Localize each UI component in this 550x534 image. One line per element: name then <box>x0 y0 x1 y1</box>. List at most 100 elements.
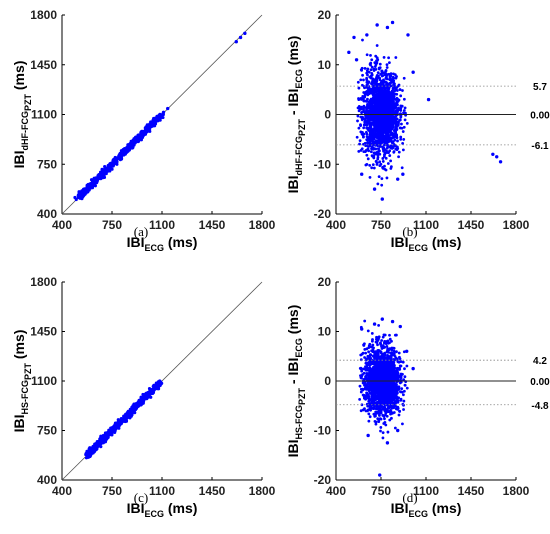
axis-label-part: dHF-FCG <box>294 136 304 176</box>
cluster-point <box>372 96 375 100</box>
cluster-point <box>372 93 376 97</box>
cluster-point <box>370 345 374 349</box>
cluster-point <box>361 373 364 376</box>
data-point <box>91 447 96 451</box>
cluster-point <box>368 415 372 419</box>
cluster-point <box>399 109 403 112</box>
cluster-point <box>392 76 395 80</box>
cluster-point <box>380 103 383 107</box>
cluster-point <box>128 416 132 420</box>
cluster-point <box>363 86 367 89</box>
cluster-point <box>402 389 406 393</box>
chart-panel-2: 400 750 1100 1450 1800-20-10010205.70.00-6.1… <box>285 8 550 253</box>
cluster-point <box>362 342 366 346</box>
cluster-point <box>401 360 405 364</box>
cluster-point <box>365 91 369 94</box>
x-tick-label: 1800 <box>503 218 530 232</box>
cluster-point <box>402 393 405 397</box>
cluster-point <box>368 75 372 79</box>
cluster-point <box>368 175 372 179</box>
cluster-point <box>402 138 406 141</box>
cluster-point <box>122 414 126 418</box>
cluster-point <box>395 103 399 107</box>
cluster-point <box>374 68 378 71</box>
cluster-point <box>364 368 368 372</box>
x-tick-label: 1100 <box>413 484 439 498</box>
y-axis-label: IBIHS-FCGPZT (ms) <box>11 330 33 433</box>
cluster-point <box>362 78 365 82</box>
cluster-point <box>362 135 365 139</box>
cluster-point <box>397 150 401 154</box>
cluster-point <box>365 162 369 166</box>
cluster-point <box>380 124 384 128</box>
cluster-point <box>369 53 372 57</box>
y-tick-label: 1800 <box>30 8 57 22</box>
reference-line-label: 5.7 <box>533 82 547 93</box>
cluster-point <box>400 126 404 130</box>
cluster-point <box>385 176 389 180</box>
cluster-point <box>381 74 385 78</box>
cluster-point <box>360 105 363 109</box>
cluster-point <box>389 138 393 142</box>
axis-label-part: HS-FCG <box>20 380 30 415</box>
cluster-point <box>405 121 409 125</box>
cluster-point <box>373 86 377 90</box>
x-axis-label: IBIECG (ms) <box>127 234 198 253</box>
cluster-point <box>403 367 406 371</box>
cluster-point <box>367 149 371 153</box>
x-tick-label: 1100 <box>149 218 175 232</box>
axis-label-part: IBI <box>285 175 301 193</box>
cluster-point <box>381 394 385 398</box>
y-tick-label: 400 <box>37 473 57 487</box>
cluster-point <box>395 145 399 149</box>
cluster-point <box>381 157 385 160</box>
cluster-point <box>372 166 376 170</box>
data-point <box>128 144 133 148</box>
cluster-point <box>387 72 391 76</box>
cluster-point <box>394 114 398 118</box>
cluster-point <box>397 375 401 379</box>
cluster-point <box>359 149 363 152</box>
cluster-point <box>392 79 396 83</box>
cluster-point <box>380 127 383 131</box>
y-tick-label: 0 <box>324 374 331 388</box>
cluster-point <box>366 329 370 333</box>
y-tick-label: 1450 <box>30 58 57 72</box>
cluster-point <box>403 106 407 110</box>
data-point <box>120 419 124 423</box>
cluster-point <box>357 126 361 130</box>
data-point <box>117 155 121 159</box>
cluster-point <box>391 371 395 375</box>
y-axis-label: IBIdHF-FCGPZT - IBIECG (ms) <box>285 36 307 194</box>
data-point <box>238 35 243 40</box>
cluster-point <box>370 65 374 69</box>
cluster-point <box>377 133 381 137</box>
cluster-point <box>365 138 369 142</box>
cluster-point <box>381 436 385 440</box>
cluster-point <box>394 401 398 405</box>
x-tick-label: 1100 <box>149 484 175 498</box>
x-tick-label: 750 <box>102 218 122 232</box>
cluster-point <box>395 86 399 89</box>
cluster-point <box>387 151 390 155</box>
cluster-point <box>372 140 375 144</box>
cluster-point <box>403 118 407 122</box>
cluster-point <box>375 61 379 65</box>
cluster-point <box>382 155 386 158</box>
cluster-point <box>388 406 391 409</box>
cluster-point <box>370 154 374 158</box>
y-tick-label: 10 <box>318 325 332 339</box>
axis-label-part: IBI <box>391 234 409 250</box>
axis-label-part: (ms) <box>11 61 27 94</box>
cluster-point <box>376 155 380 159</box>
cluster-point <box>365 153 369 157</box>
cluster-point <box>367 89 371 93</box>
cluster-point <box>371 398 374 402</box>
cluster-point <box>381 413 385 417</box>
cluster-point <box>402 125 406 129</box>
cluster-point <box>364 358 368 362</box>
cluster-point <box>374 83 378 86</box>
cluster-point <box>379 408 382 411</box>
cluster-point <box>399 137 403 141</box>
